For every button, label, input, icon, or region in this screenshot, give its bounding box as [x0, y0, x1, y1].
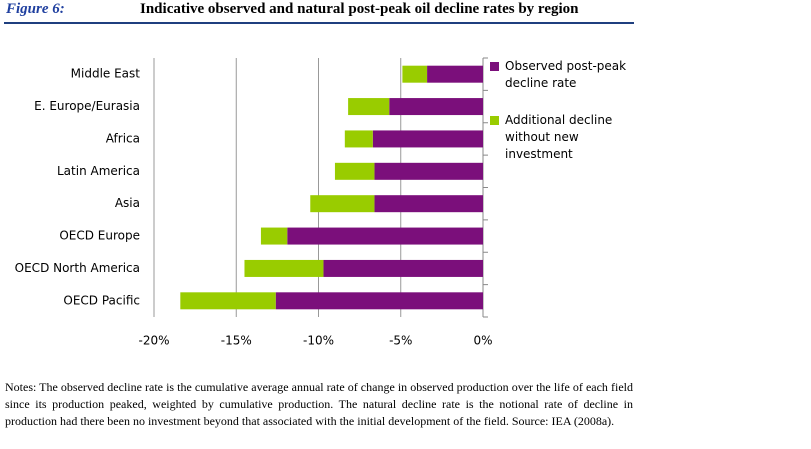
- y-tick-label: Africa: [106, 131, 140, 145]
- bar: [374, 162, 483, 180]
- chart-title: Indicative observed and natural post-pea…: [140, 1, 579, 17]
- x-tick-label: 0%: [473, 334, 492, 348]
- y-tick-label: Latin America: [57, 164, 140, 178]
- y-tick-label: Middle East: [71, 67, 141, 81]
- legend-item: Observed post-peak decline rate: [490, 58, 630, 92]
- bar: [372, 130, 483, 148]
- bar: [402, 65, 428, 83]
- legend-label: Additional decline without new investmen…: [505, 113, 613, 161]
- y-tick-label: OECD Europe: [59, 229, 140, 243]
- bar: [348, 98, 390, 116]
- bar: [374, 195, 483, 213]
- legend-swatch: [490, 62, 499, 71]
- bar: [244, 259, 324, 277]
- bar: [389, 98, 483, 116]
- y-tick-label: OECD North America: [15, 261, 140, 275]
- bar: [287, 227, 483, 245]
- bar: [323, 259, 483, 277]
- x-tick-label: -5%: [389, 334, 412, 348]
- legend-item: Additional decline without new investmen…: [490, 112, 630, 163]
- bar: [344, 130, 373, 148]
- notes: Notes: The observed decline rate is the …: [5, 380, 633, 428]
- legend-swatch: [490, 116, 499, 125]
- bar: [334, 162, 375, 180]
- title-rule: [4, 22, 634, 24]
- y-tick-label: Asia: [115, 196, 140, 210]
- bar: [310, 195, 375, 213]
- figure-label: Figure 6:: [6, 1, 65, 17]
- bar: [275, 292, 483, 310]
- y-tick-label: OECD Pacific: [63, 293, 140, 307]
- x-tick-label: -15%: [221, 334, 252, 348]
- legend-label: Observed post-peak decline rate: [505, 59, 627, 90]
- x-tick-label: -10%: [303, 334, 334, 348]
- x-tick-label: -20%: [138, 334, 169, 348]
- bar: [180, 292, 276, 310]
- bar: [260, 227, 288, 245]
- y-tick-label: E. Europe/Eurasia: [34, 99, 140, 113]
- bar: [427, 65, 483, 83]
